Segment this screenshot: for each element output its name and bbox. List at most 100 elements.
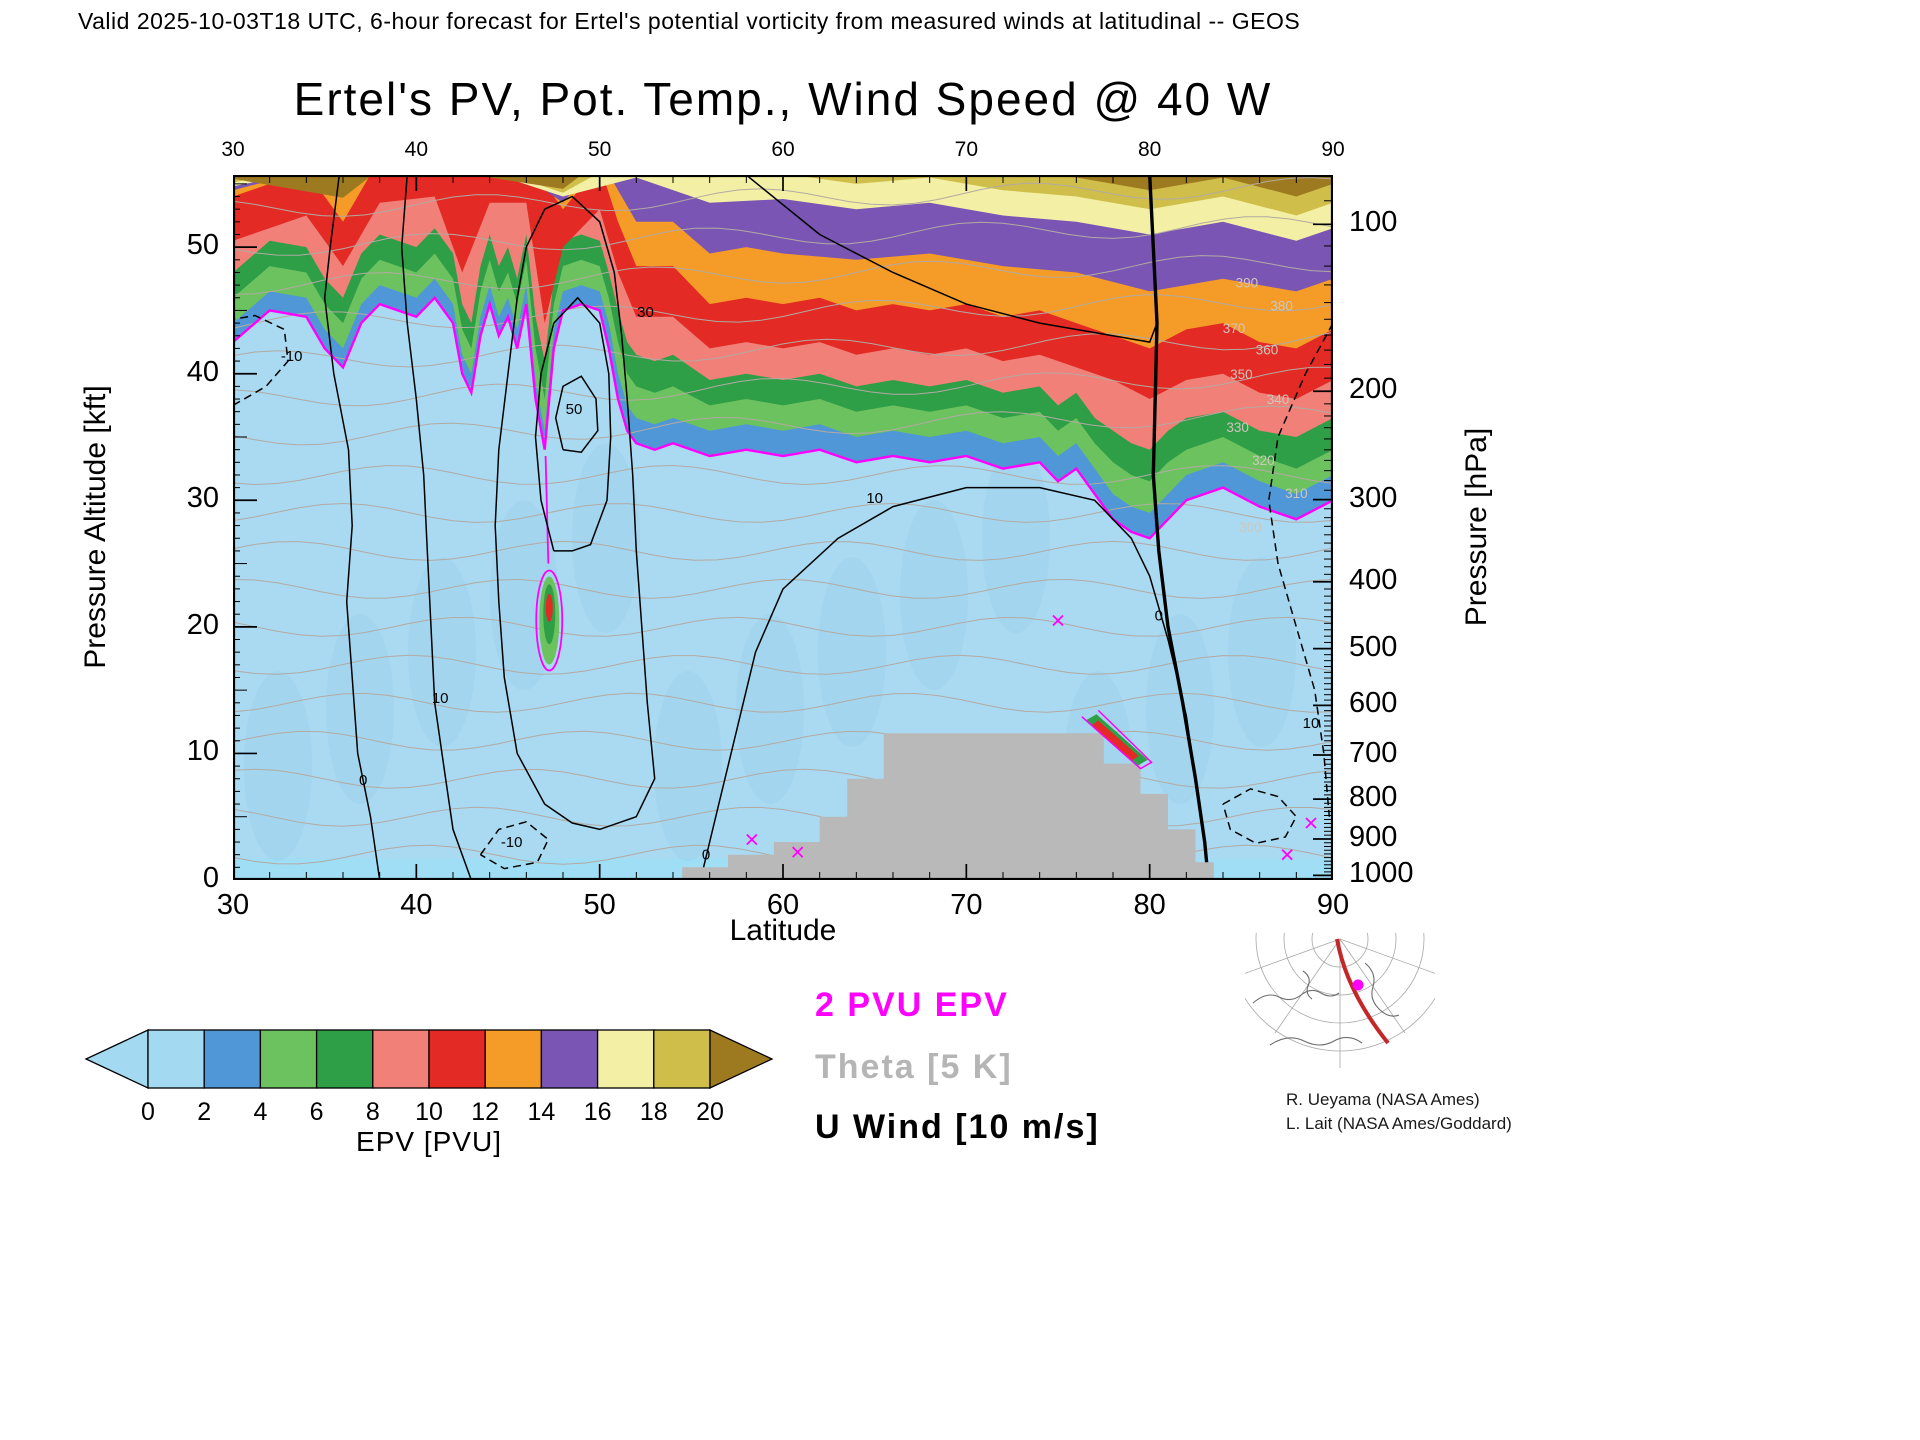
- u-wind-contour: [400, 174, 473, 881]
- colorbar-segment: [653, 1029, 711, 1089]
- theta-contour-label: 310: [1285, 486, 1308, 501]
- y-axis-left-label: Pressure Altitude [kft]: [79, 385, 112, 669]
- magenta-mark: [792, 846, 804, 858]
- colorbar-caption: EPV [PVU]: [356, 1126, 502, 1157]
- x-top-tick-label: 40: [404, 138, 429, 161]
- plot-frame: [232, 174, 1334, 881]
- colorbar-under-arrow: [84, 1028, 149, 1090]
- x-tick-label: 30: [216, 889, 250, 921]
- theta-contour-label: 320: [1252, 453, 1275, 468]
- u-wind-contour-label: 0: [702, 847, 710, 864]
- epv-texture: [736, 614, 804, 805]
- map-coastlines: [1252, 962, 1400, 1046]
- magenta-mark: [1052, 614, 1064, 627]
- x-tick-label: 50: [583, 889, 616, 921]
- theta-contour: [232, 768, 1334, 789]
- mask-edge-pv-streak-outline: [1081, 709, 1153, 770]
- mask-edge-pv-streak-red: [1091, 720, 1139, 761]
- pressure-tick-label: 800: [1349, 781, 1398, 814]
- colorbar-segment: [372, 1029, 430, 1089]
- theta-contour-label: 350: [1230, 367, 1253, 382]
- magenta-mark: [746, 833, 758, 846]
- cross-section-track: [1335, 938, 1390, 1045]
- tropopause-streamer-outline: [535, 569, 564, 672]
- theta-contour: [232, 502, 1334, 523]
- x-top-tick-label: 30: [221, 138, 245, 161]
- credit-line-1: R. Ueyama (NASA Ames): [1286, 1090, 1480, 1109]
- x-tick-label: 40: [400, 889, 433, 921]
- kft-tick-label: 40: [186, 355, 219, 388]
- x-tick-label: 80: [1133, 889, 1166, 921]
- pressure-tick-label: 900: [1349, 820, 1398, 853]
- colorbar-tick-label: 16: [584, 1098, 612, 1126]
- colorbar-segment: [484, 1029, 543, 1089]
- plot-area: -10 0 10 -10 50 30 10 0 0 10 390 380 370 360 350 340 330…: [232, 133, 1334, 881]
- pressure-tick-label: 400: [1349, 563, 1398, 596]
- colorbar-tick-label: 14: [527, 1098, 555, 1126]
- epv-band-ge-16: [233, 148, 1333, 241]
- u-wind-contour: [534, 296, 612, 552]
- legend-2pvu-epv: 2 PVU EPV: [815, 986, 1009, 1024]
- validity-header: Valid 2025-10-03T18 UTC, 6-hour forecast…: [78, 8, 1301, 34]
- colorbar-tick-label: 12: [471, 1098, 499, 1126]
- theta-contour: [232, 730, 1334, 751]
- colorbar-segment: [259, 1029, 318, 1089]
- tropopause-2pvu-line: [232, 295, 1334, 540]
- u-wind-contour-label: 0: [1155, 608, 1163, 625]
- theta-contour-label: 340: [1267, 392, 1290, 407]
- colorbar-tick-label: 10: [415, 1098, 443, 1126]
- colorbar-tick-label: 18: [640, 1098, 668, 1126]
- x-top-tick-label: 60: [771, 138, 795, 161]
- epv-texture: [408, 557, 476, 748]
- colorbar-tick-label: 6: [310, 1098, 324, 1126]
- epv-texture: [572, 443, 640, 634]
- epv-texture: [244, 671, 312, 862]
- theta-contour-label: 330: [1226, 420, 1249, 435]
- u-wind-contour: [1148, 174, 1210, 881]
- u-wind-contour: [554, 375, 599, 454]
- kft-tick-label: 20: [186, 608, 219, 641]
- u-wind-contour: [745, 174, 1158, 343]
- pressure-tick-label: 600: [1349, 687, 1398, 720]
- u-wind-contour: [699, 486, 1197, 881]
- epv-texture: [654, 671, 722, 862]
- u-wind-contour: [1268, 322, 1334, 817]
- x-tick-label: 90: [1316, 889, 1350, 921]
- theta-contour-label: 360: [1256, 343, 1279, 358]
- u-wind-contour: [494, 195, 656, 831]
- epv-colorbar: 0 2 4 6 8 10 12 14 16 18 20: [84, 1028, 774, 1126]
- theta-contour: [232, 692, 1334, 713]
- theta-contour: [232, 654, 1334, 675]
- theta-contour-label: 300: [1239, 520, 1262, 535]
- map-inset: [1245, 933, 1435, 1068]
- epv-texture: [982, 443, 1050, 634]
- location-marker: [1352, 979, 1364, 991]
- epv-texture: [1146, 614, 1214, 805]
- colorbar-over-arrow: [709, 1028, 774, 1090]
- colorbar-segment: [147, 1029, 205, 1089]
- colorbar-segment: [428, 1029, 486, 1089]
- theta-contour: [232, 331, 1334, 368]
- magenta-mark: [1281, 849, 1293, 861]
- y-axis-right-label: Pressure [hPa]: [1460, 427, 1493, 627]
- epv-texture: [900, 500, 968, 691]
- theta-contour: [232, 405, 1334, 446]
- theta-contour: [232, 578, 1334, 599]
- pressure-tick-label: 300: [1349, 481, 1398, 514]
- theta-contour: [232, 216, 1334, 256]
- tropopause-streamer-link: [544, 455, 550, 564]
- x-top-tick-label: 50: [587, 138, 612, 161]
- epv-texture: [1228, 557, 1296, 748]
- kft-tick-label: 30: [186, 482, 219, 515]
- theta-contour-label: 370: [1223, 321, 1246, 336]
- x-axis-label: Latitude: [729, 914, 837, 947]
- pv-streamer-core: [545, 593, 553, 622]
- u-wind-contour: [232, 314, 289, 407]
- plot-title: Ertel's PV, Pot. Temp., Wind Speed @ 40 …: [293, 73, 1273, 125]
- legend-u-wind: U Wind [10 m/s]: [815, 1108, 1100, 1146]
- colorbar-tick-label: 0: [141, 1098, 155, 1126]
- u-wind-contour-label: 0: [359, 772, 367, 789]
- u-wind-contour: [479, 820, 550, 870]
- terrain-mask: [682, 733, 1214, 880]
